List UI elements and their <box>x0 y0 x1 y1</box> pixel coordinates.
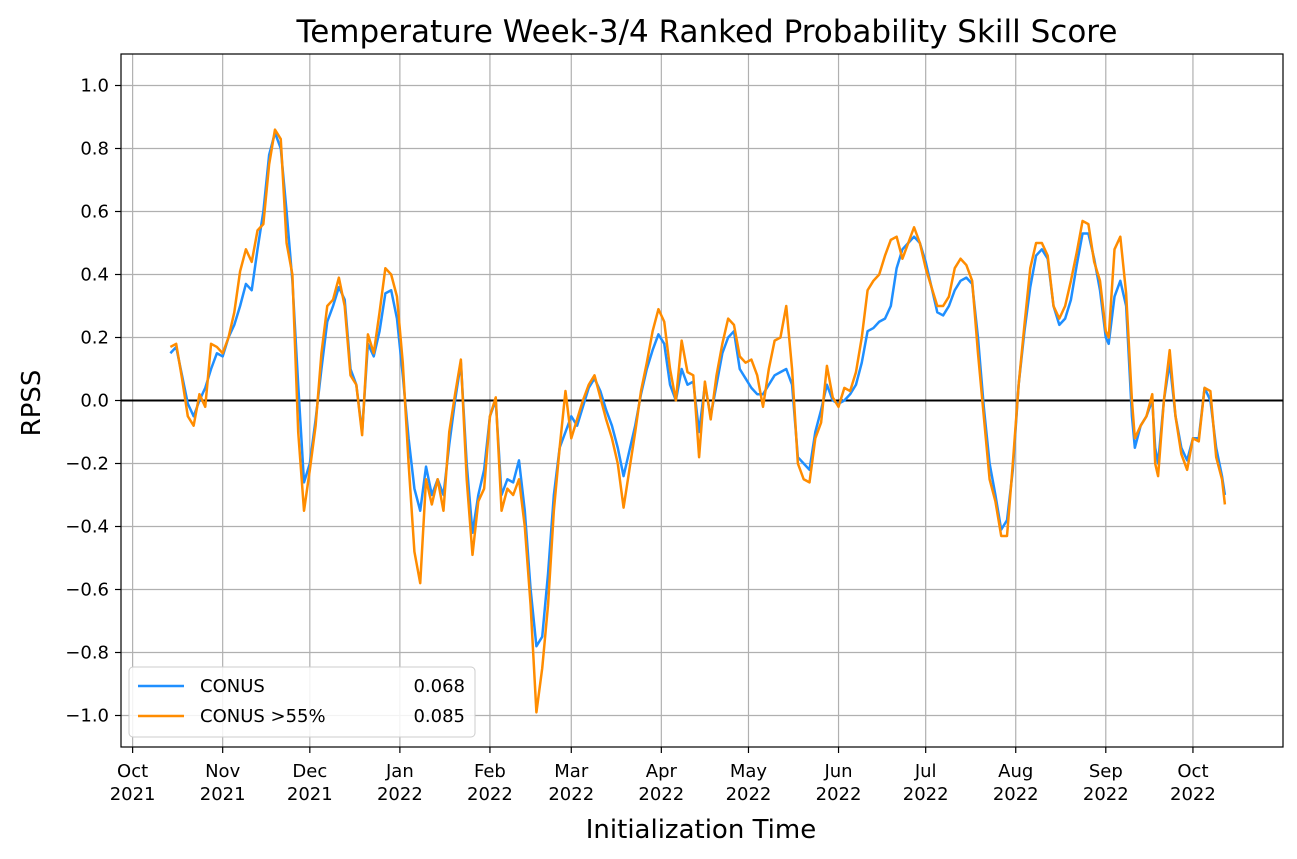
legend-value-conus-55: 0.085 <box>413 706 465 727</box>
axis-ticks: 1.0 0.8 0.6 0.4 0.2 0.0 −0.2 −0.4 −0.6 −0.8 −1.0 Oc… <box>65 76 1216 806</box>
legend: CONUS 0.068 CONUS >55% 0.085 <box>128 666 476 738</box>
x-tick-label-year: 2022 <box>638 784 684 805</box>
x-tick-label-year: 2021 <box>287 784 333 805</box>
y-tick-label: 0.4 <box>80 265 109 286</box>
x-tick-label-month: May <box>730 761 768 782</box>
series-lines <box>169 128 1227 714</box>
x-tick-label-month: Nov <box>205 761 240 782</box>
y-tick-label: 1.0 <box>80 76 109 97</box>
x-tick-label-month: Apr <box>646 761 678 782</box>
x-tick-label-month: Sep <box>1089 761 1123 782</box>
x-tick-label-month: Jan <box>385 761 414 782</box>
y-tick-label: −0.2 <box>65 454 109 475</box>
x-tick-label-month: Mar <box>554 761 589 782</box>
series-line-conus-55 <box>169 128 1227 714</box>
y-tick-label: −0.8 <box>65 643 109 664</box>
x-tick-label-year: 2022 <box>1170 784 1216 805</box>
chart-title: Temperature Week-3/4 Ranked Probability … <box>296 14 1118 50</box>
y-axis-label: RPSS <box>17 370 47 437</box>
legend-box <box>128 666 476 738</box>
x-tick-label-year: 2022 <box>377 784 423 805</box>
y-tick-label: −0.6 <box>65 580 109 601</box>
x-tick-label-month: Oct <box>117 761 148 782</box>
x-tick-label-year: 2022 <box>903 784 949 805</box>
x-tick-label-month: Feb <box>474 761 506 782</box>
x-axis-label: Initialization Time <box>586 815 816 845</box>
y-tick-label: 0.8 <box>80 139 109 160</box>
y-tick-label: 0.0 <box>80 391 109 412</box>
x-tick-label-year: 2022 <box>816 784 862 805</box>
x-tick-label-month: Oct <box>1177 761 1208 782</box>
x-tick-label-month: Jul <box>914 761 937 782</box>
y-tick-label: 0.6 <box>80 202 109 223</box>
x-tick-label-year: 2022 <box>467 784 513 805</box>
x-tick-label-year: 2022 <box>548 784 594 805</box>
y-tick-label: −0.4 <box>65 517 109 538</box>
x-tick-label-year: 2021 <box>110 784 156 805</box>
x-tick-label-month: Aug <box>998 761 1033 782</box>
x-tick-label-year: 2021 <box>200 784 246 805</box>
x-tick-label-month: Jun <box>823 761 852 782</box>
x-tick-label-year: 2022 <box>1083 784 1129 805</box>
x-tick-label-year: 2022 <box>993 784 1039 805</box>
x-tick-label-month: Dec <box>292 761 327 782</box>
y-tick-label: 0.2 <box>80 328 109 349</box>
legend-label-conus: CONUS <box>200 676 265 697</box>
x-tick-label-year: 2022 <box>726 784 772 805</box>
y-tick-label: −1.0 <box>65 706 109 727</box>
legend-value-conus: 0.068 <box>413 676 465 697</box>
legend-label-conus-55: CONUS >55% <box>200 706 326 727</box>
